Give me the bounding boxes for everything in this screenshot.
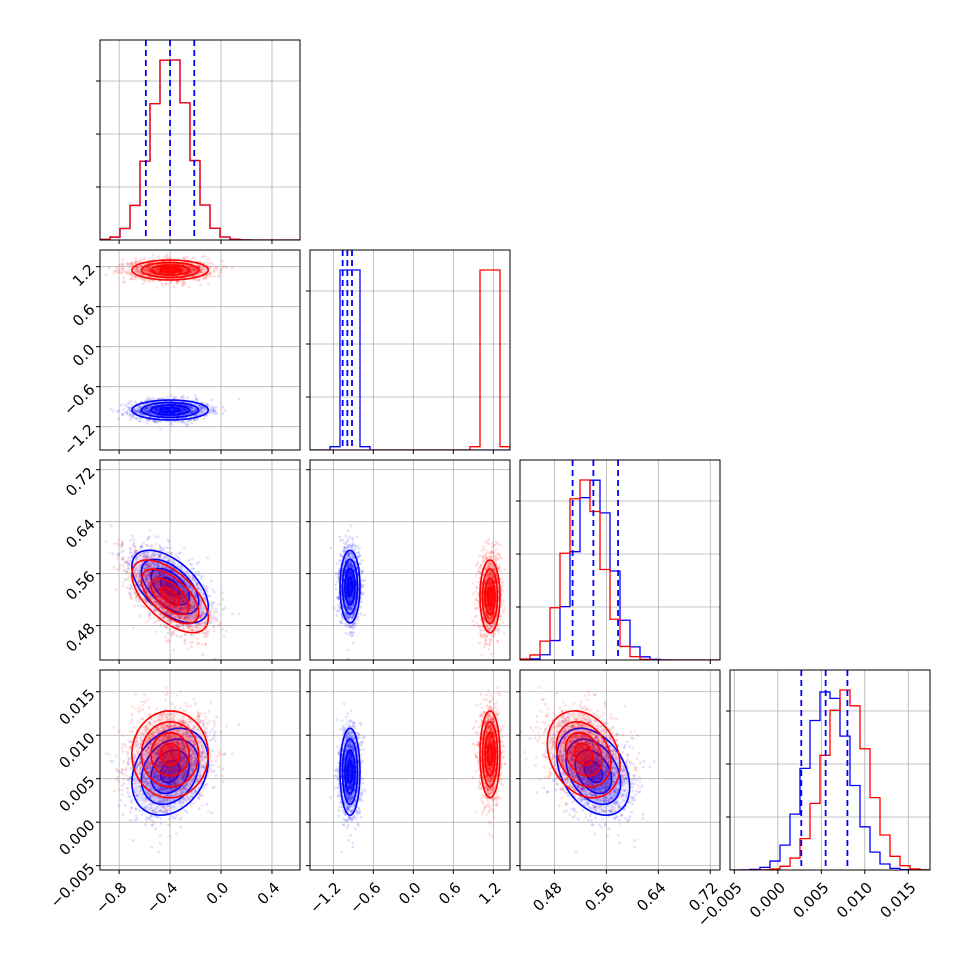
- panel-frame: [99, 39, 301, 241]
- panel-frame: [99, 669, 301, 871]
- contour-1-2: [484, 731, 496, 777]
- y-tick-label: 1.2: [69, 260, 99, 290]
- y-tick-label: −0.6: [60, 380, 98, 418]
- panel-frame: [99, 459, 301, 661]
- x-tick-label: 0.010: [833, 879, 876, 922]
- x-tick-label: −0.6: [346, 879, 384, 917]
- scatter-points-0: [109, 524, 241, 660]
- contour-0-3: [159, 576, 181, 597]
- contour-0-3: [159, 406, 181, 414]
- y-tick-label: 0.64: [62, 516, 98, 552]
- y-tick-label: 0.6: [69, 300, 99, 330]
- scatter-panel-3-2: 0.48 0.56 0.64 0.72: [516, 669, 722, 915]
- x-tick-label: 0.0: [203, 879, 233, 909]
- contour-1-3: [486, 586, 494, 607]
- histogram-panel-0: [96, 39, 301, 244]
- contour-1-2: [150, 577, 191, 616]
- contour-1-0: [130, 710, 210, 799]
- panel-frame: [519, 459, 721, 661]
- x-tick-label: 1.2: [475, 879, 505, 909]
- x-tick-label: 0.000: [746, 879, 789, 922]
- x-tick-label: 0.015: [876, 879, 919, 922]
- contour-0-1: [565, 738, 622, 806]
- x-tick-label: 0.0: [395, 879, 425, 909]
- contour-1-2: [150, 731, 191, 777]
- scatter-panel-1-0: −1.2−0.6 0.0 0.6 1.2: [60, 249, 301, 459]
- scatter-panel-2-0: 0.48 0.56 0.64 0.72: [62, 459, 301, 664]
- contour-0-3: [346, 576, 354, 597]
- contour-1-1: [555, 721, 612, 788]
- x-tick-label: −0.8: [92, 879, 130, 917]
- contour-1-1: [140, 720, 200, 788]
- contour-0-2: [344, 567, 356, 606]
- panel-frame: [309, 669, 511, 871]
- y-tick-label: −0.005: [47, 859, 99, 911]
- histogram-step-1: [100, 59, 300, 240]
- panel-frame: [309, 249, 511, 451]
- contour-1-3: [159, 742, 181, 766]
- panel-frame: [519, 669, 721, 871]
- y-tick-label: 0.010: [55, 729, 98, 772]
- histogram-step-1: [520, 479, 720, 660]
- y-tick-label: 0.48: [62, 619, 98, 655]
- y-tick-label: 0.56: [62, 567, 98, 603]
- scatter-panel-3-1: −1.2 −0.6 0.0 0.6 1.2: [306, 669, 511, 917]
- x-tick-label: 0.005: [790, 879, 833, 922]
- x-tick-label: 0.64: [633, 879, 669, 915]
- panel-frame: [309, 459, 511, 661]
- panel-frame: [99, 249, 301, 451]
- contour-0-3: [583, 760, 604, 784]
- contour-1-2: [564, 731, 603, 777]
- x-tick-label: −1.2: [306, 879, 344, 917]
- histogram-step-1: [310, 269, 510, 450]
- y-tick-label: −1.2: [60, 420, 98, 458]
- contour-1-0: [130, 559, 210, 634]
- y-tick-label: 0.0: [69, 340, 99, 370]
- contour-1-3: [159, 266, 181, 274]
- contour-1-2: [150, 264, 191, 276]
- y-tick-label: 0.005: [55, 773, 98, 816]
- x-tick-label: 0.4: [254, 879, 284, 909]
- histogram-panel-3: −0.005 0.000 0.005 0.010 0.015: [694, 669, 931, 931]
- contour-0-2: [344, 749, 356, 795]
- contour-1-3: [486, 742, 494, 766]
- contour-0-2: [150, 404, 191, 416]
- contour-1-1: [140, 568, 200, 625]
- y-tick-label: 0.015: [55, 686, 98, 729]
- contour-1-0: [546, 710, 621, 799]
- contour-1-3: [159, 586, 181, 607]
- histogram-step-1: [730, 689, 930, 870]
- histogram-panel-2: [516, 459, 721, 664]
- contour-1-2: [484, 577, 496, 616]
- x-tick-label: 0.6: [435, 879, 465, 909]
- y-tick-label: 0.72: [62, 464, 98, 500]
- y-tick-label: 0.000: [55, 816, 98, 859]
- histogram-panel-1: [306, 249, 511, 454]
- histogram-step-0: [730, 691, 930, 870]
- x-tick-label: 0.48: [529, 879, 565, 915]
- contour-0-3: [159, 760, 181, 784]
- contour-1-3: [573, 742, 594, 766]
- scatter-panel-2-1: [306, 459, 511, 664]
- contour-0-3: [346, 760, 354, 784]
- x-tick-label: 0.56: [581, 879, 617, 915]
- panel-frame: [729, 669, 931, 871]
- histogram-step-0: [310, 269, 510, 450]
- x-tick-label: −0.4: [143, 879, 181, 917]
